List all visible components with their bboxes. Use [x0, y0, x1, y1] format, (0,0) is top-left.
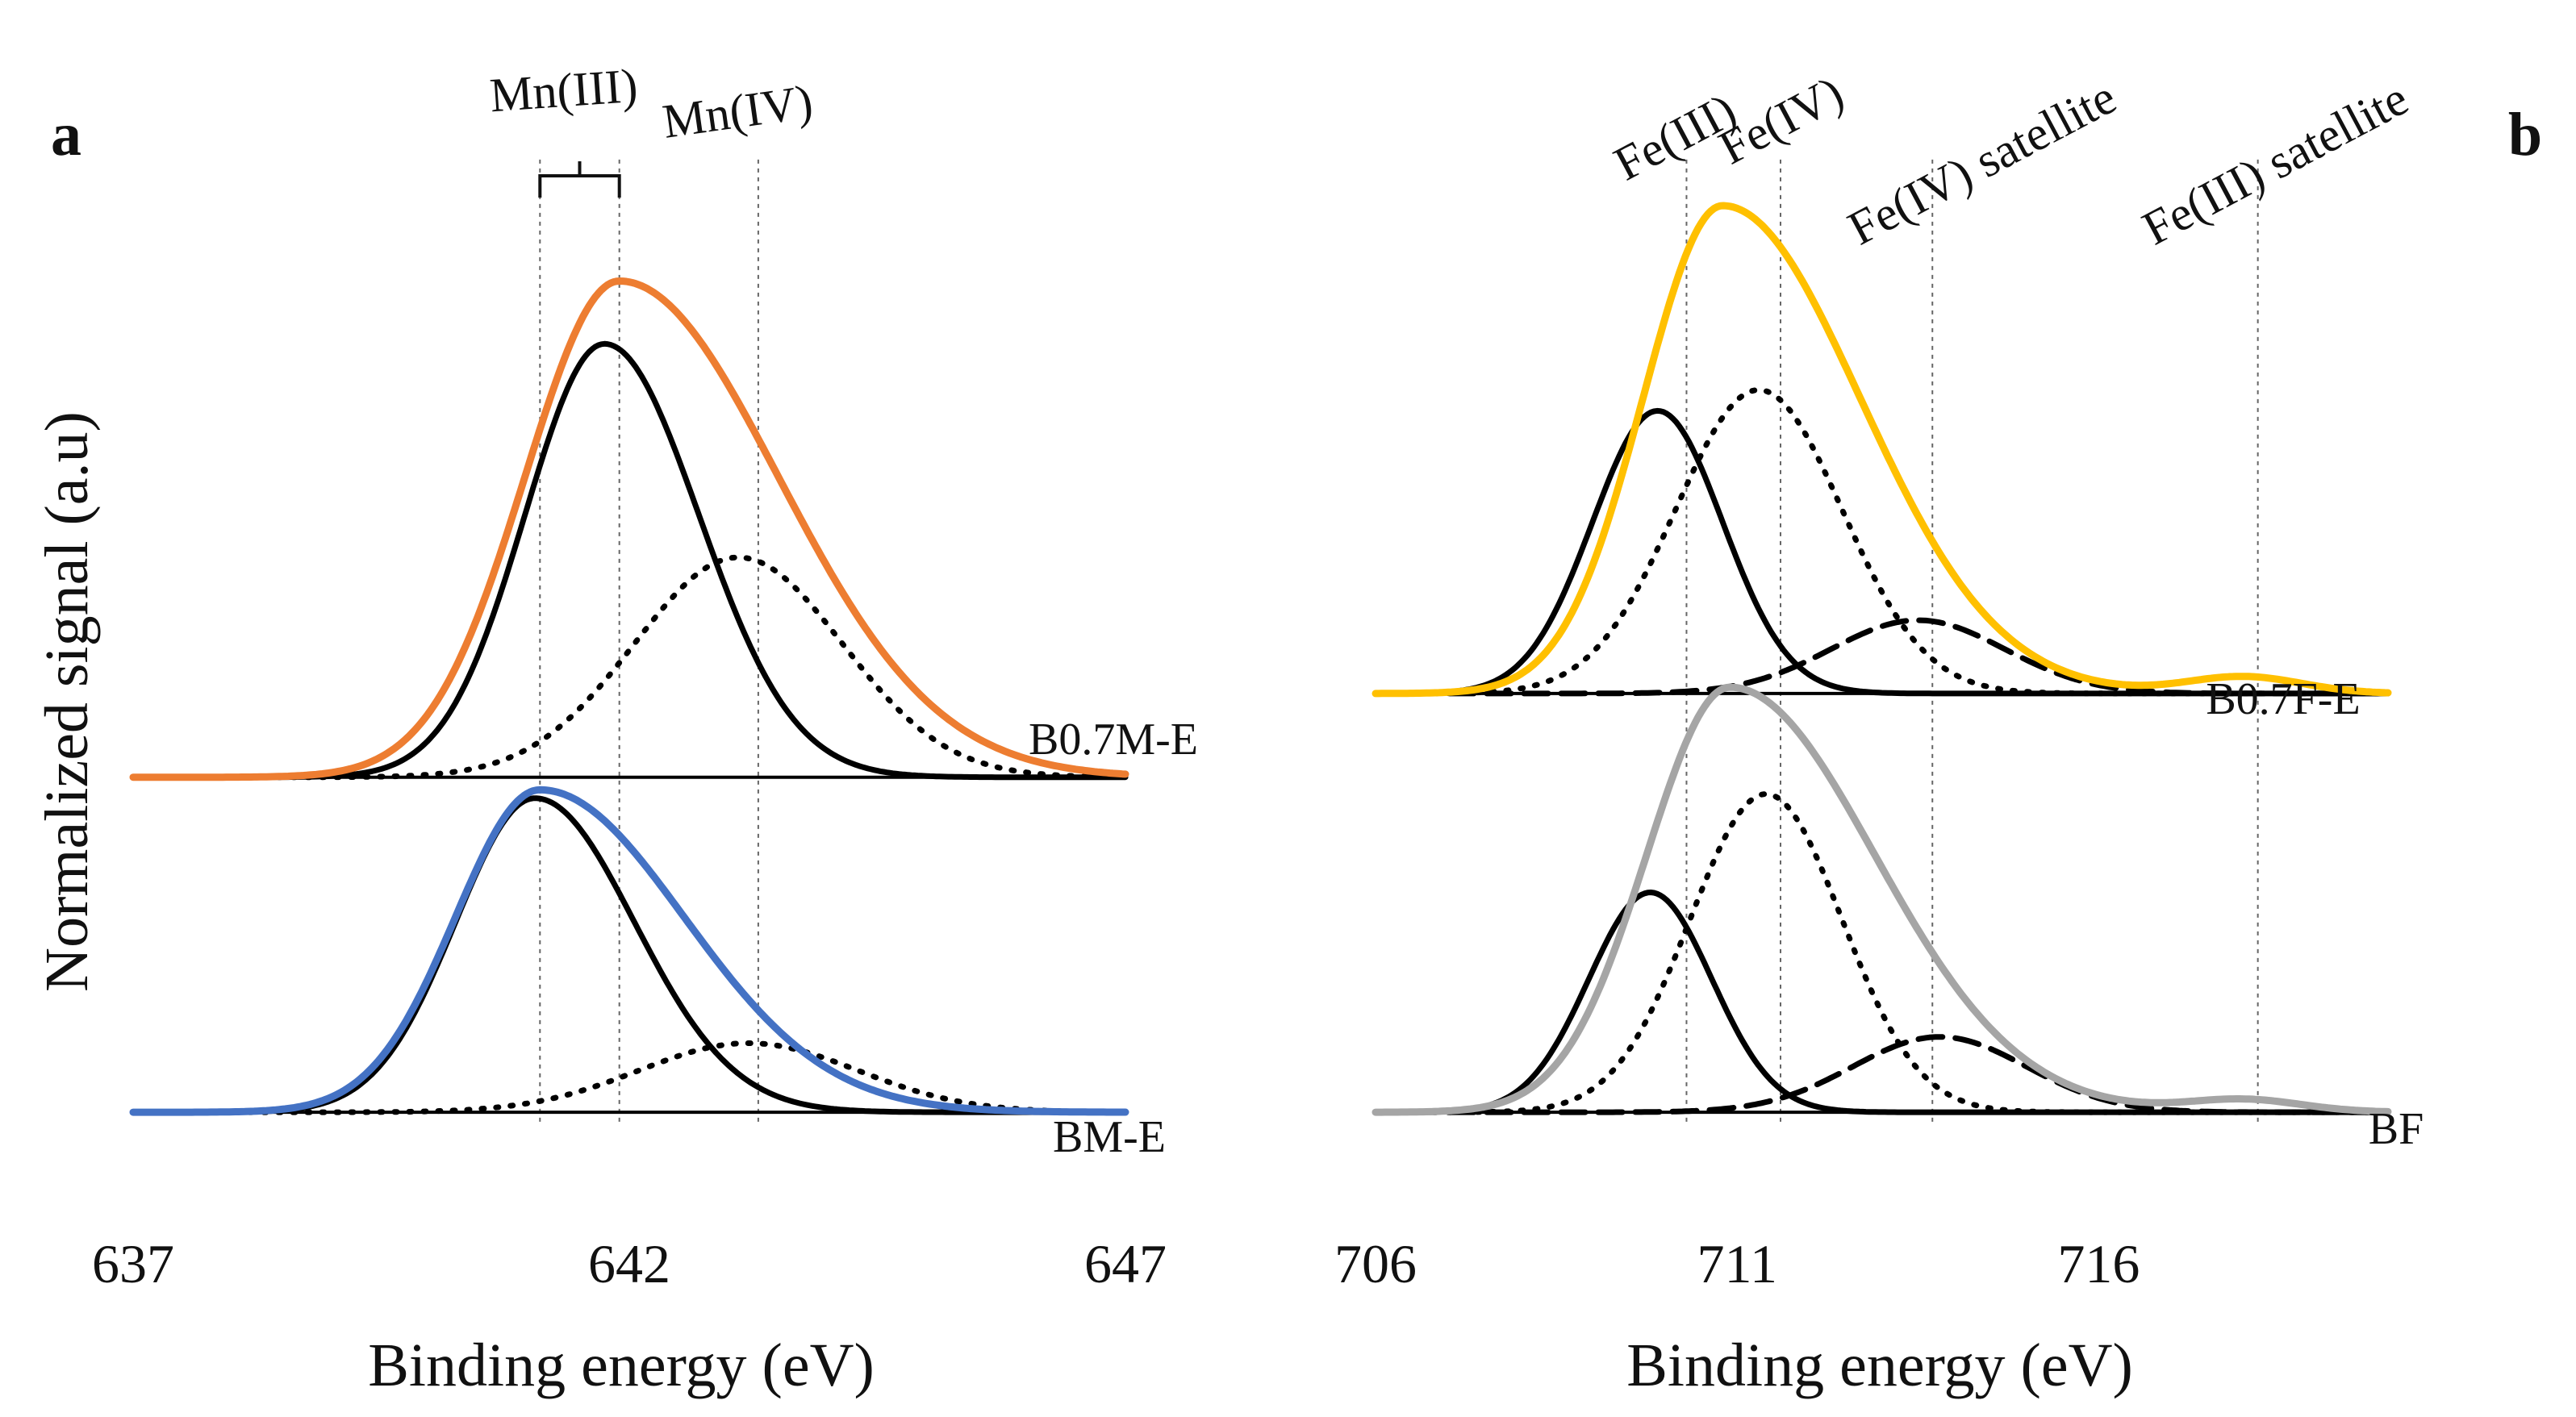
y-axis-label: Normalized signal (a.u) [33, 411, 101, 992]
x-axis-label: Binding energy (eV) [1626, 1332, 2133, 1399]
panel-a-letter: a [51, 101, 81, 169]
annotation-1: Mn(IV) [659, 75, 816, 148]
annotation-1: Fe(IV) [1710, 66, 1852, 175]
series-label-1: BM-E [1053, 1112, 1166, 1162]
series-line-0-0 [1372, 202, 2392, 698]
annotation-3: Fe(III) satellite [2134, 71, 2416, 255]
series-line-1-3 [1372, 1034, 2391, 1115]
annotation-0: Mn(III) [488, 59, 639, 123]
series-label-0: B0.7M-E [1029, 715, 1198, 765]
series-line-0-1 [130, 340, 1129, 781]
x-tick-label-0: 706 [1334, 1233, 1417, 1294]
mn3-bracket [538, 161, 621, 198]
series-label-1: BF [2369, 1104, 2424, 1154]
series-line-0-0 [129, 277, 1129, 781]
series-line-0-3 [1372, 617, 2391, 697]
x-tick-label-0: 637 [92, 1233, 174, 1294]
x-tick-label-1: 711 [1697, 1233, 1776, 1294]
series-line-1-1 [1372, 890, 2391, 1115]
series-line-1-0 [129, 786, 1129, 1116]
annotation-2: Fe(IV) satellite [1839, 70, 2124, 256]
x-tick-label-2: 647 [1084, 1233, 1167, 1294]
series-line-1-2 [130, 1040, 1129, 1115]
series-line-0-2 [130, 554, 1129, 781]
series-line-0-1 [1372, 407, 2391, 697]
x-tick-label-1: 642 [588, 1233, 670, 1294]
panel-b-letter: b [2508, 101, 2542, 169]
series-label-0: B0.7F-E [2206, 674, 2360, 724]
x-axis-label: Binding energy (eV) [368, 1332, 875, 1399]
panel-a-plot: B0.7M-E BM-E Mn(III) Mn(IV) 637 642 647 Binding… [92, 59, 1198, 1399]
series-line-1-2 [1372, 791, 2391, 1115]
series-line-1-0 [1372, 683, 2392, 1116]
x-tick-label-2: 716 [2057, 1233, 2140, 1294]
